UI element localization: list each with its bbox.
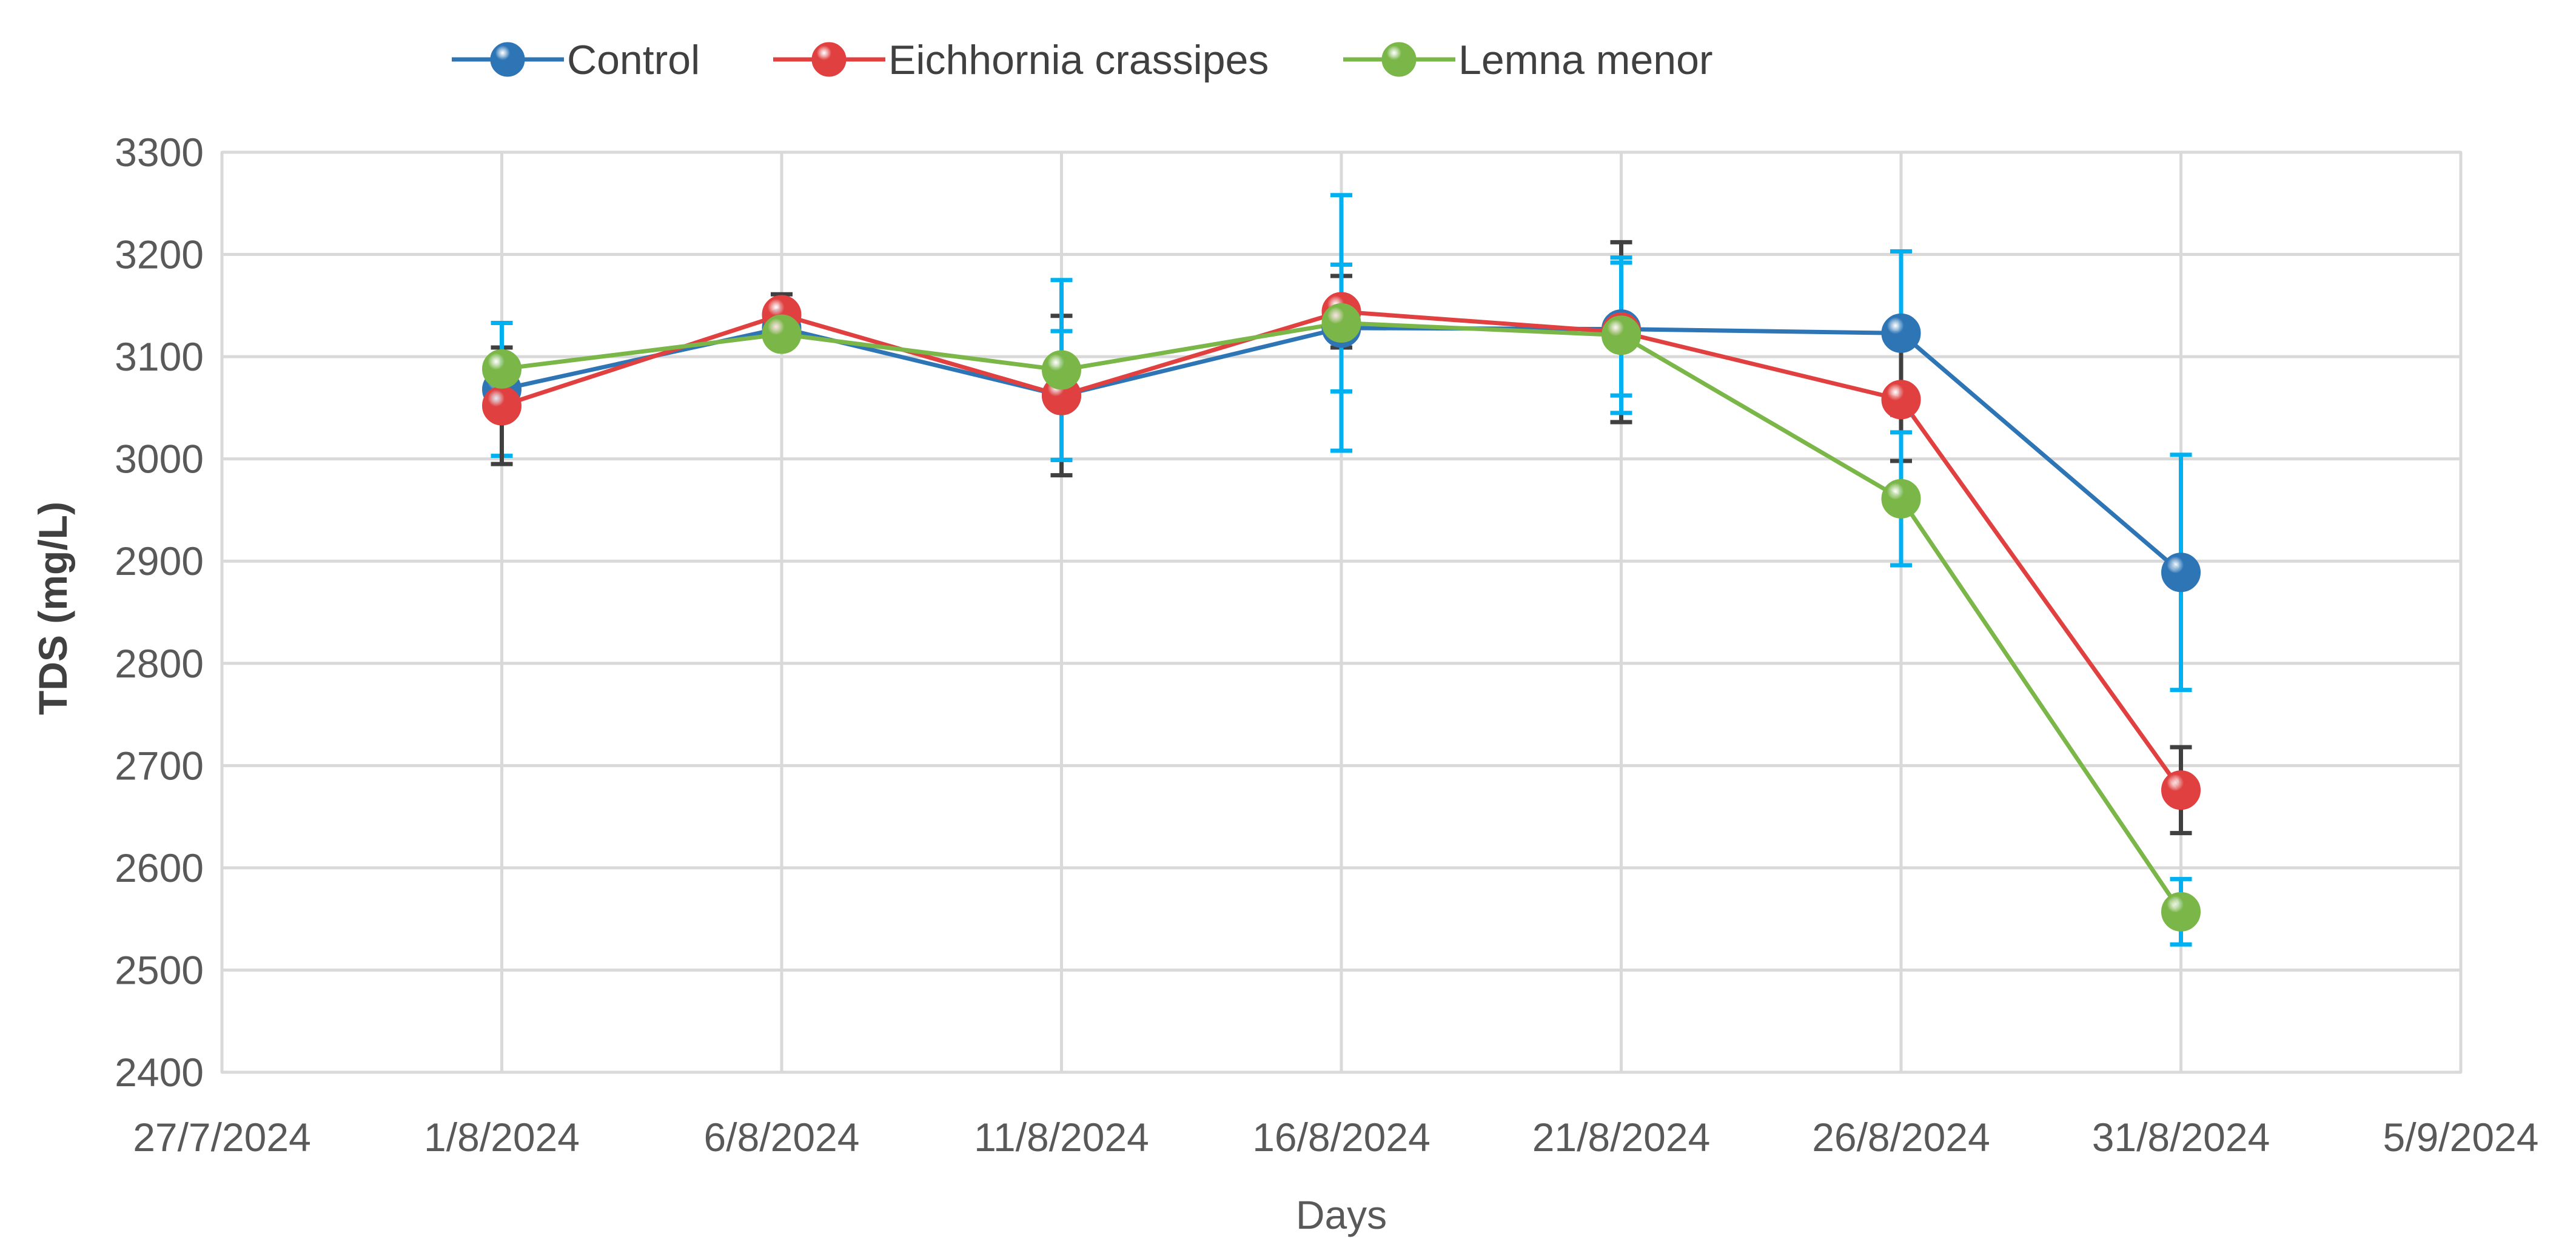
x-axis-title: Days (1296, 1192, 1387, 1237)
data-point-control (2161, 553, 2201, 593)
y-tick-label: 2900 (115, 539, 204, 583)
data-point-eichhornia-crassipes (482, 386, 522, 426)
data-point-lemna-menor (1321, 303, 1361, 343)
legend-item-lemna-menor: Lemna menor (1343, 37, 1713, 83)
y-tick-label: 2700 (115, 743, 204, 788)
x-tick-label: 26/8/2024 (1812, 1115, 1990, 1160)
data-point-eichhornia-crassipes (1881, 380, 1921, 420)
legend-item-eichhornia-crassipes: Eichhornia crassipes (773, 37, 1269, 83)
x-tick-label: 21/8/2024 (1532, 1115, 1711, 1160)
y-tick-label: 2400 (115, 1050, 204, 1095)
x-tick-label: 31/8/2024 (2092, 1115, 2270, 1160)
legend-label: Control (567, 37, 700, 83)
data-point-lemna-menor (482, 349, 522, 389)
y-tick-label: 3100 (115, 334, 204, 379)
data-point-lemna-menor (2161, 892, 2201, 932)
y-tick-label: 3300 (115, 130, 204, 175)
data-point-lemna-menor (1042, 350, 1081, 390)
y-axis-title: TDS (mg/L) (30, 502, 75, 715)
y-axis-tick-labels: 2400 2500 2600 2700 2800 2900 3000 3100 3200 3300 (115, 130, 204, 1095)
x-axis-tick-labels: 27/7/2024 1/8/2024 6/8/2024 11/8/2024 16/8/2… (133, 1115, 2538, 1160)
data-point-eichhornia-crassipes (2161, 770, 2201, 810)
legend: Control Eichhornia crassipes Lemna menor (452, 37, 1713, 83)
x-tick-label: 16/8/2024 (1252, 1115, 1431, 1160)
data-point-lemna-menor (1881, 479, 1921, 519)
x-tick-label: 11/8/2024 (974, 1115, 1149, 1160)
y-tick-label: 3000 (115, 437, 204, 482)
data-point-lemna-menor (1602, 315, 1641, 355)
x-tick-label: 5/9/2024 (2383, 1115, 2539, 1160)
data-point-lemna-menor (762, 314, 802, 354)
legend-label: Eichhornia crassipes (888, 37, 1269, 83)
x-tick-label: 27/7/2024 (133, 1115, 311, 1160)
legend-marker (1381, 42, 1417, 77)
y-tick-label: 2500 (115, 947, 204, 992)
data-point-control (1881, 313, 1921, 353)
legend-marker (811, 42, 847, 77)
data-point-markers (482, 292, 2201, 932)
legend-label: Lemna menor (1458, 37, 1713, 83)
legend-marker (490, 42, 525, 77)
x-tick-label: 1/8/2024 (424, 1115, 580, 1160)
y-tick-label: 3200 (115, 232, 204, 277)
y-tick-label: 2600 (115, 845, 204, 890)
x-tick-label: 6/8/2024 (704, 1115, 860, 1160)
y-tick-label: 2800 (115, 641, 204, 686)
legend-item-control: Control (452, 37, 700, 83)
